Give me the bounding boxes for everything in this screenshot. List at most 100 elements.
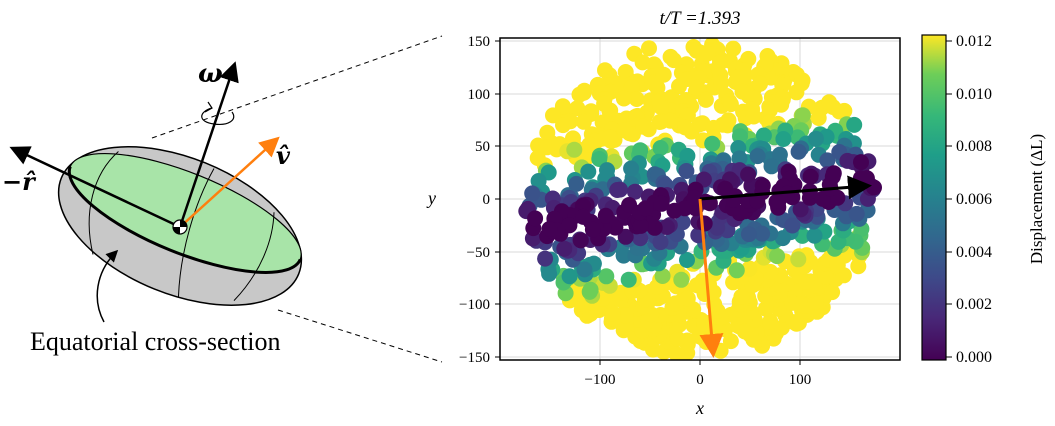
scatter-point xyxy=(749,193,766,210)
scatter-point xyxy=(807,130,824,147)
scatter-point xyxy=(769,248,786,265)
scatter-point xyxy=(853,154,869,171)
scatter-point xyxy=(576,261,593,278)
scatter-point xyxy=(654,268,671,284)
scatter-point xyxy=(762,313,779,330)
scatter-point xyxy=(740,226,757,243)
v-arrow xyxy=(179,136,280,228)
scatter-point xyxy=(581,136,598,153)
scatter-point xyxy=(641,40,657,57)
scatter-point xyxy=(537,250,554,267)
colorbar-tick-label: 0.010 xyxy=(956,86,992,103)
scatter-point xyxy=(623,160,640,177)
colorbar-label: Displacement (ΔL) xyxy=(1027,134,1046,264)
scatter-point xyxy=(609,182,626,198)
omega-arrow xyxy=(178,61,239,228)
colorbar: 0.012 0.010 0.008 0.006 0.004 0.002 0.00… xyxy=(921,33,1046,366)
scatter-point xyxy=(831,103,848,120)
scatter-point xyxy=(697,91,714,108)
scatter-point xyxy=(617,228,634,245)
scatter-point xyxy=(615,247,632,264)
scatter-point xyxy=(731,150,748,167)
scatter-point xyxy=(790,143,807,160)
scatter-point xyxy=(561,217,578,234)
scatter-point xyxy=(788,84,805,101)
colorbar-tick-label: 0.008 xyxy=(956,138,992,155)
scatter-point xyxy=(524,185,541,202)
scatter-point xyxy=(662,48,679,65)
scatter-point xyxy=(824,284,841,301)
scatter-point xyxy=(741,260,758,277)
scatter-point xyxy=(735,70,752,87)
center-of-mass-icon xyxy=(172,219,188,235)
scatter-point xyxy=(773,96,790,113)
caption-pointer xyxy=(96,249,119,323)
colorbar-tick-label: 0.004 xyxy=(956,244,992,261)
meridian-line xyxy=(88,151,119,255)
scatter-point xyxy=(696,316,713,333)
scatter-point xyxy=(677,119,694,136)
colorbar-tick-label: 0.002 xyxy=(956,296,992,313)
scatter-point xyxy=(575,208,592,225)
scatter-point xyxy=(792,201,809,218)
scatter-point xyxy=(617,64,634,80)
scatter-point xyxy=(541,221,558,237)
scatter-point xyxy=(598,268,615,285)
scatter-point xyxy=(740,166,757,183)
scatter-point xyxy=(802,168,819,185)
scatter-point xyxy=(530,173,547,189)
colorbar-tick-label: 0.006 xyxy=(956,191,992,208)
scatter-point xyxy=(545,107,561,124)
scatter-point xyxy=(655,66,672,83)
scatter-point xyxy=(668,346,685,360)
scatter-point xyxy=(757,300,774,317)
scatter-point xyxy=(555,117,571,134)
scatter-point xyxy=(580,163,597,180)
scatter-point xyxy=(696,215,713,232)
scatter-point xyxy=(784,217,801,234)
scatter-point xyxy=(754,225,771,242)
scatter-point xyxy=(704,135,721,152)
y-tick-label: 50 xyxy=(475,139,490,155)
scatter-point xyxy=(817,268,834,285)
scatter-point xyxy=(821,94,838,111)
minus-r-arrow xyxy=(9,146,181,229)
scatter-point xyxy=(763,158,780,175)
omega-label: ω xyxy=(198,59,223,89)
scatter-point xyxy=(679,252,695,268)
scatter-point xyxy=(733,288,750,305)
scatter-point xyxy=(679,290,696,307)
scatter-points xyxy=(518,38,882,360)
scatter-point xyxy=(676,200,693,217)
scatter-point xyxy=(538,139,555,156)
x-tick-label: 100 xyxy=(789,372,812,388)
scatter-point xyxy=(652,234,669,251)
scatter-point xyxy=(749,148,766,165)
scatter-point xyxy=(689,79,706,96)
scatter-point xyxy=(775,131,792,147)
orange-vector xyxy=(698,198,724,358)
scatter-point xyxy=(582,281,599,298)
scatter-point xyxy=(632,217,649,234)
y-tick-label: 0 xyxy=(483,192,491,208)
scatter-point xyxy=(652,98,669,115)
x-tick-label: −100 xyxy=(585,372,616,388)
colorbar-tick-label: 0.012 xyxy=(956,33,992,50)
scatter-point xyxy=(591,151,608,167)
scatter-point xyxy=(732,128,748,145)
scatter-point xyxy=(846,116,863,133)
y-tick-label: −50 xyxy=(467,245,490,261)
y-axis-label: y xyxy=(426,188,436,208)
connector-line-top xyxy=(151,35,443,139)
scatter-point xyxy=(575,113,592,130)
scatter-point xyxy=(806,227,823,244)
black-vector xyxy=(699,175,872,201)
scatter-point xyxy=(678,163,695,179)
scatter-point xyxy=(858,170,875,187)
scatter-point xyxy=(635,118,651,135)
rotation-indicator xyxy=(201,107,235,125)
scatter-point xyxy=(667,295,684,312)
scatter-point xyxy=(527,210,544,227)
minus-r-label: −r̂ xyxy=(2,167,37,196)
scatter-point xyxy=(734,83,751,100)
